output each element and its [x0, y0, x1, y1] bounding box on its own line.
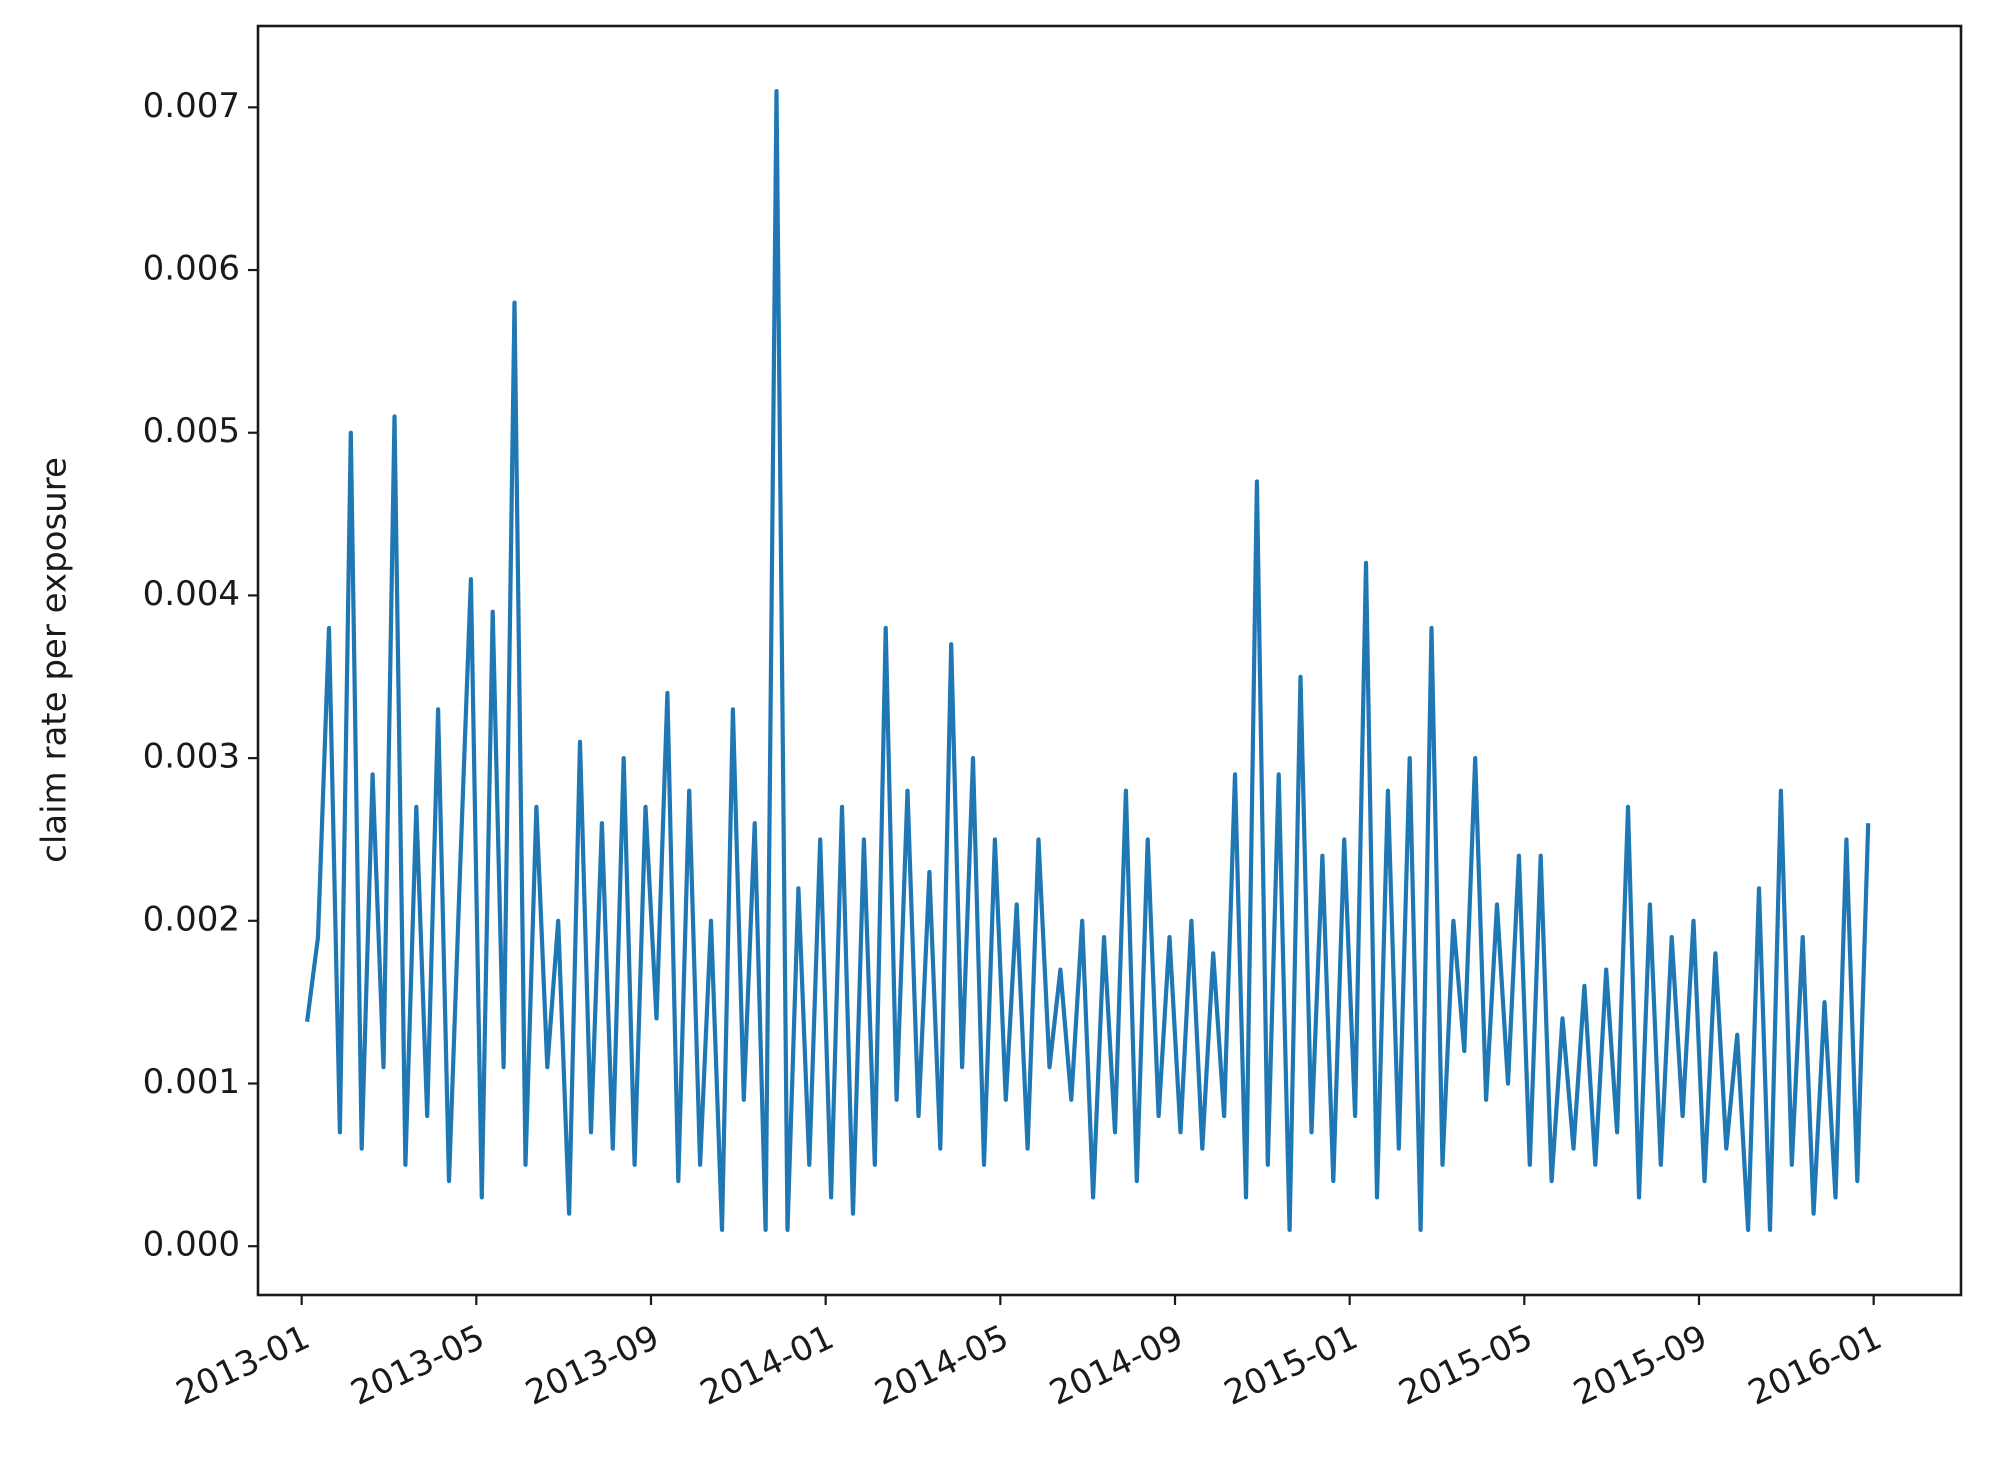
x-tick-label: 2015-09 — [1568, 1317, 1714, 1413]
x-tick-label: 2016-01 — [1742, 1317, 1888, 1413]
y-tick-label: 0.006 — [143, 249, 240, 289]
y-axis-label: claim rate per exposure — [35, 457, 75, 863]
y-tick-label: 0.000 — [143, 1225, 240, 1265]
x-tick-label: 2014-09 — [1044, 1317, 1190, 1413]
y-tick-label: 0.007 — [143, 86, 240, 126]
x-tick-label: 2014-05 — [869, 1317, 1015, 1413]
x-tick-label: 2013-01 — [170, 1317, 316, 1413]
y-tick-label: 0.005 — [143, 411, 240, 451]
y-tick-label: 0.003 — [143, 737, 240, 777]
x-tick-label: 2013-05 — [345, 1317, 491, 1413]
y-tick-label: 0.004 — [143, 574, 240, 614]
y-tick-label: 0.001 — [143, 1062, 240, 1102]
data-line — [305, 89, 1871, 1232]
x-tick-label: 2015-01 — [1218, 1317, 1364, 1413]
x-tick-label: 2015-05 — [1393, 1317, 1539, 1413]
x-tick-label: 2013-09 — [520, 1317, 666, 1413]
x-tick-label: 2014-01 — [694, 1317, 840, 1413]
plot-frame — [256, 24, 1963, 1297]
y-tick-label: 0.002 — [143, 899, 240, 939]
